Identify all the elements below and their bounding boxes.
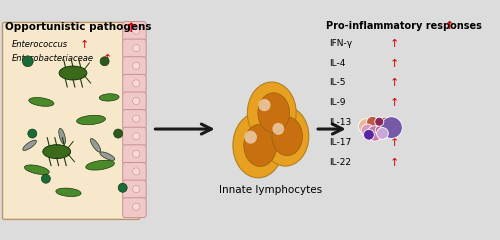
Circle shape [132, 186, 140, 193]
Text: ↑: ↑ [389, 138, 398, 148]
Circle shape [366, 116, 378, 128]
Circle shape [118, 183, 127, 192]
Ellipse shape [244, 124, 276, 167]
Circle shape [358, 118, 375, 135]
Ellipse shape [244, 131, 257, 144]
Circle shape [132, 168, 140, 175]
Circle shape [376, 119, 389, 132]
Text: IL-17: IL-17 [328, 138, 351, 147]
Ellipse shape [76, 115, 106, 125]
Circle shape [28, 129, 37, 138]
Text: ↑: ↑ [126, 22, 136, 36]
Ellipse shape [100, 152, 115, 160]
Text: IL-9: IL-9 [328, 98, 345, 107]
FancyBboxPatch shape [122, 198, 146, 218]
Text: ↑: ↑ [389, 78, 398, 88]
Ellipse shape [99, 94, 119, 101]
Text: IL-5: IL-5 [328, 78, 345, 87]
Text: ↑: ↑ [389, 39, 398, 49]
FancyBboxPatch shape [122, 57, 146, 77]
FancyBboxPatch shape [122, 145, 146, 165]
Ellipse shape [24, 165, 49, 174]
FancyBboxPatch shape [122, 92, 146, 112]
Ellipse shape [43, 145, 70, 159]
Ellipse shape [86, 160, 115, 170]
Ellipse shape [59, 66, 87, 80]
Text: IL-4: IL-4 [328, 59, 345, 67]
FancyBboxPatch shape [122, 22, 146, 41]
Text: Enterococcus: Enterococcus [12, 41, 68, 49]
Text: IL-22: IL-22 [328, 158, 350, 167]
Circle shape [22, 56, 33, 67]
Ellipse shape [258, 99, 270, 111]
Circle shape [132, 97, 140, 105]
Ellipse shape [258, 93, 290, 133]
Circle shape [100, 57, 109, 66]
FancyBboxPatch shape [122, 74, 146, 94]
Ellipse shape [29, 97, 54, 106]
Circle shape [132, 133, 140, 140]
Circle shape [132, 62, 140, 69]
Circle shape [132, 115, 140, 122]
Text: IL-13: IL-13 [328, 118, 351, 127]
Text: Enterobacteriaceae: Enterobacteriaceae [12, 54, 94, 63]
Text: ↑: ↑ [389, 118, 398, 128]
Circle shape [132, 80, 140, 87]
Circle shape [114, 129, 122, 138]
Circle shape [370, 123, 384, 137]
Circle shape [132, 45, 140, 52]
FancyBboxPatch shape [122, 162, 146, 182]
Circle shape [376, 128, 388, 139]
Text: ↑: ↑ [446, 21, 454, 31]
Ellipse shape [272, 123, 284, 135]
Circle shape [375, 126, 385, 135]
Circle shape [375, 117, 384, 126]
Circle shape [364, 129, 374, 140]
Ellipse shape [248, 82, 296, 144]
Ellipse shape [23, 140, 36, 150]
Circle shape [132, 203, 140, 210]
FancyBboxPatch shape [122, 39, 146, 59]
Circle shape [367, 126, 382, 141]
Ellipse shape [272, 117, 302, 156]
FancyBboxPatch shape [2, 22, 140, 219]
FancyBboxPatch shape [122, 180, 146, 200]
Text: Opportunistic pathogens: Opportunistic pathogens [5, 22, 152, 32]
Text: ↑: ↑ [389, 98, 398, 108]
Circle shape [380, 117, 402, 138]
FancyBboxPatch shape [122, 127, 146, 147]
Text: Pro-inflammatory responses: Pro-inflammatory responses [326, 21, 482, 31]
Text: ↑: ↑ [389, 158, 398, 168]
Circle shape [42, 174, 50, 183]
Circle shape [132, 150, 140, 157]
Circle shape [361, 124, 374, 137]
Circle shape [132, 27, 140, 34]
Text: ↑: ↑ [80, 41, 90, 50]
Ellipse shape [59, 128, 66, 144]
Ellipse shape [262, 107, 309, 166]
Circle shape [380, 117, 390, 127]
Text: ↑: ↑ [389, 59, 398, 69]
Ellipse shape [90, 138, 101, 152]
Text: ↑: ↑ [103, 54, 112, 64]
Text: IFN-γ: IFN-γ [328, 39, 352, 48]
FancyBboxPatch shape [122, 110, 146, 130]
Text: Innate lymphocytes: Innate lymphocytes [220, 185, 322, 195]
Ellipse shape [233, 113, 283, 178]
Ellipse shape [56, 188, 81, 197]
